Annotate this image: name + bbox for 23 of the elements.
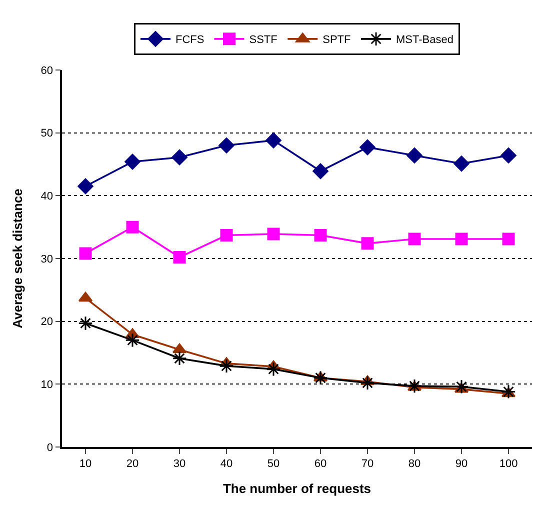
legend-label: MST-Based xyxy=(396,34,454,46)
x-tick-label: 10 xyxy=(79,458,92,470)
x-axis-title: The number of requests xyxy=(222,481,372,496)
x-tick-label: 40 xyxy=(220,458,233,470)
y-tick-label: 50 xyxy=(40,128,54,140)
x-tick-label: 30 xyxy=(173,458,186,470)
x-tick-label: 60 xyxy=(314,458,327,470)
legend-label: SSTF xyxy=(249,34,278,46)
legend-label: FCFS xyxy=(176,34,204,46)
x-tick-label: 80 xyxy=(408,458,421,470)
legend-label: SPTF xyxy=(322,34,352,46)
x-tick-label: 50 xyxy=(267,458,280,470)
x-tick-label: 20 xyxy=(126,458,139,470)
x-tick-label: 70 xyxy=(361,458,374,470)
y-tick-label: 10 xyxy=(40,379,54,392)
y-tick-label: 20 xyxy=(40,316,54,328)
x-tick-label: 90 xyxy=(455,458,468,470)
y-tick-label: 30 xyxy=(40,253,54,266)
x-tick-label: 100 xyxy=(499,458,518,470)
y-tick-label: 0 xyxy=(46,442,54,454)
y-tick-label: 40 xyxy=(40,190,54,203)
y-tick-label: 60 xyxy=(40,64,54,77)
y-axis-title: Average seek distance xyxy=(10,188,26,328)
